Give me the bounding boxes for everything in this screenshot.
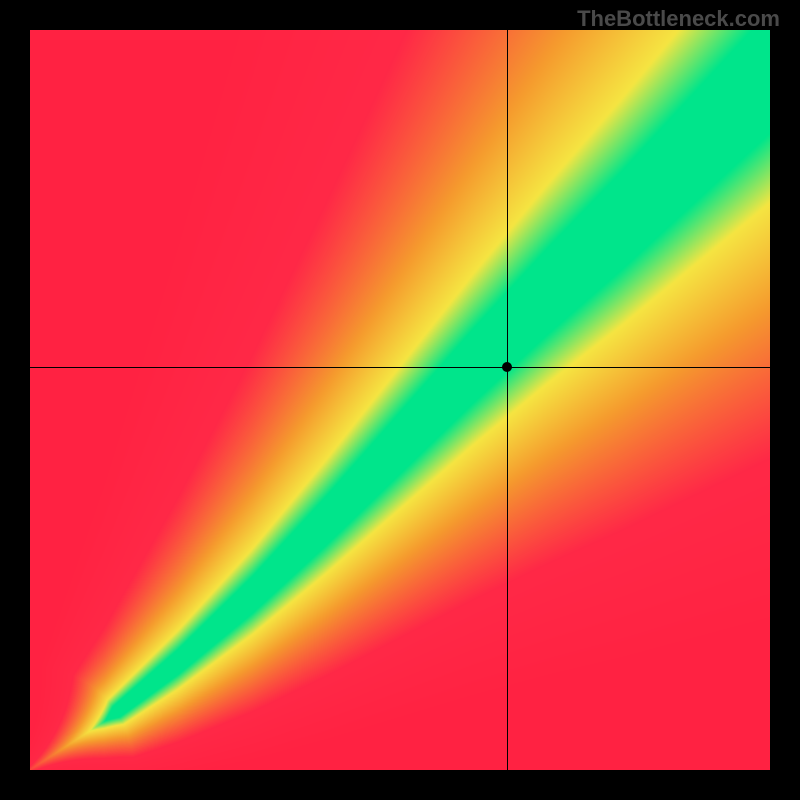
chart-container: TheBottleneck.com <box>0 0 800 800</box>
crosshair-vertical <box>507 30 508 770</box>
watermark-text: TheBottleneck.com <box>577 6 780 32</box>
crosshair-marker <box>502 362 512 372</box>
crosshair-horizontal <box>30 367 770 368</box>
heatmap-canvas <box>30 30 770 770</box>
plot-area <box>30 30 770 770</box>
